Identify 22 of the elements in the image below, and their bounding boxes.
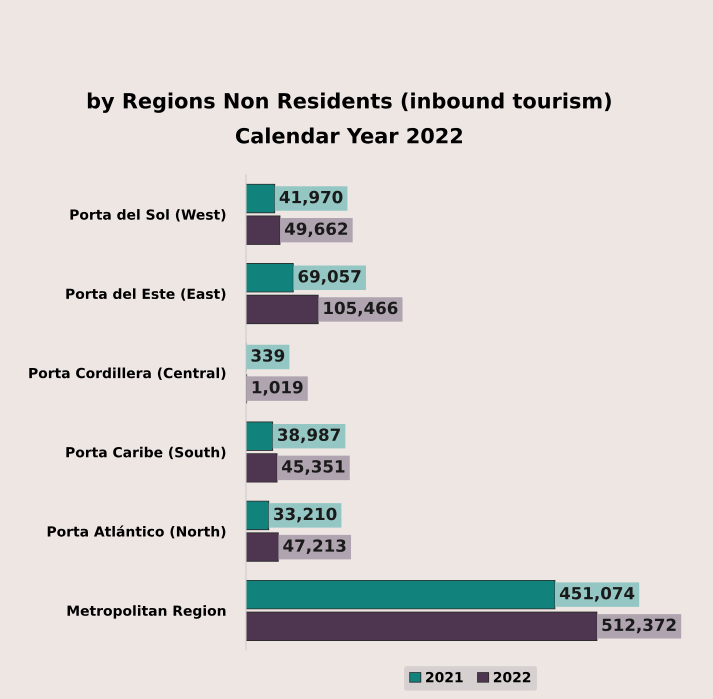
y-tick-label: Porta del Sol (West): [70, 209, 226, 222]
legend-label: 2021: [426, 672, 463, 682]
legend-label: 2022: [494, 672, 530, 682]
y-tick-label: Porta del Este (East): [66, 288, 226, 301]
data-label: 41,970: [280, 190, 342, 206]
data-label: 38,987: [278, 428, 340, 444]
data-label: 69,057: [298, 270, 360, 285]
data-label: 47,213: [283, 539, 346, 554]
y-tick-label: Porta Atlántico (North): [48, 525, 226, 538]
data-label: 451,074: [560, 586, 634, 602]
data-label: 339: [252, 349, 284, 362]
y-tick-label: Metropolitan Region: [68, 605, 226, 619]
y-tick-label: Porta Cordillera (Central): [29, 368, 226, 380]
data-label: 33,210: [274, 508, 336, 522]
data-label: 1,019: [252, 380, 303, 396]
y-tick-label: Porta Caribe (South): [66, 446, 226, 460]
data-label: 49,662: [284, 222, 348, 238]
data-label: 105,466: [324, 302, 398, 316]
chart-title: by Regions Non Residents (inbound tourism): [88, 92, 611, 113]
chart-subtitle: Calendar Year 2022: [236, 127, 462, 144]
data-label: 512,372: [602, 618, 676, 634]
data-label: 45,351: [282, 460, 344, 475]
